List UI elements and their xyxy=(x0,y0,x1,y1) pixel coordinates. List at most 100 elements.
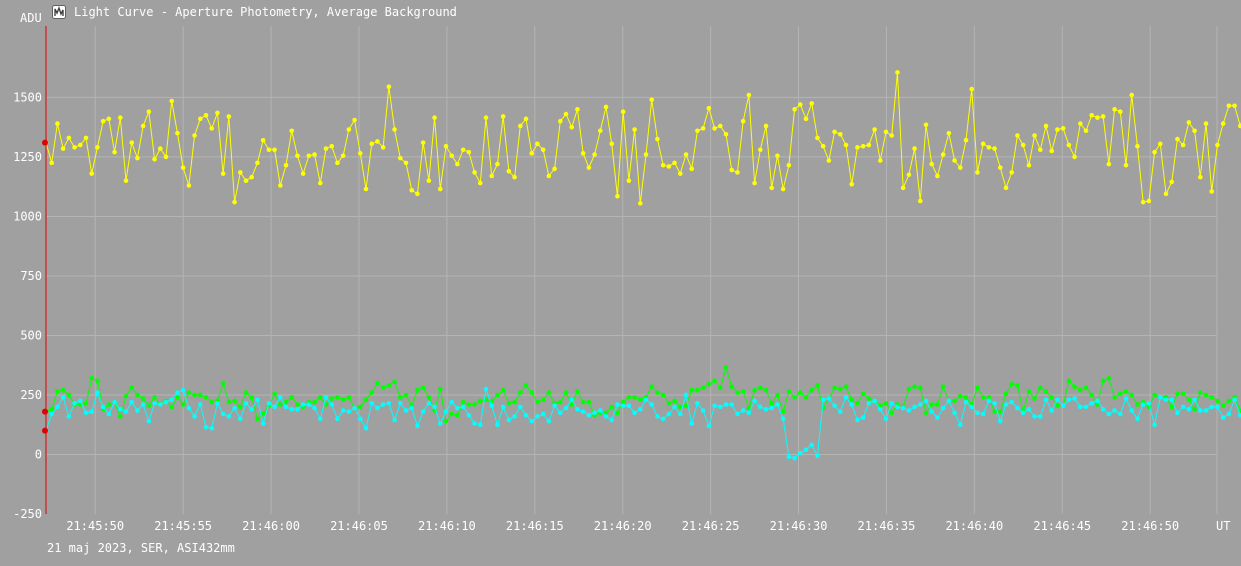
data-point xyxy=(243,401,249,406)
data-point xyxy=(655,390,660,395)
data-point xyxy=(843,395,849,400)
data-point xyxy=(660,392,666,398)
data-point xyxy=(797,451,803,456)
data-point xyxy=(1032,133,1037,138)
data-point xyxy=(929,402,935,407)
data-point xyxy=(797,102,803,107)
data-point xyxy=(1083,128,1089,134)
y-tick-label: 250 xyxy=(20,388,42,402)
data-point xyxy=(363,186,369,192)
data-point xyxy=(1226,398,1232,404)
data-point xyxy=(980,141,986,147)
data-point xyxy=(849,402,855,407)
data-point xyxy=(352,117,357,123)
data-point xyxy=(1198,174,1203,180)
data-point xyxy=(415,423,420,429)
data-point xyxy=(946,130,952,136)
data-point xyxy=(209,426,215,431)
data-point xyxy=(632,127,637,132)
data-point xyxy=(283,404,289,410)
data-point xyxy=(1083,404,1089,410)
data-point xyxy=(597,408,603,413)
data-point xyxy=(397,155,403,161)
data-point xyxy=(317,180,323,186)
data-point xyxy=(495,161,500,167)
data-point xyxy=(969,86,975,92)
data-point xyxy=(197,392,203,398)
data-point xyxy=(1020,410,1026,416)
data-point xyxy=(975,385,980,391)
data-point xyxy=(152,401,157,406)
data-point xyxy=(1186,120,1192,125)
data-point xyxy=(152,395,157,400)
data-point xyxy=(403,392,409,398)
data-point xyxy=(912,384,917,389)
data-point xyxy=(1043,389,1049,394)
data-point xyxy=(803,447,809,453)
data-point xyxy=(129,140,135,145)
data-point xyxy=(535,141,540,147)
data-point xyxy=(83,410,89,416)
data-point xyxy=(1129,92,1135,98)
data-point xyxy=(563,405,569,411)
data-point xyxy=(346,127,352,132)
data-point xyxy=(426,395,432,400)
data-point xyxy=(1198,408,1203,413)
data-point xyxy=(580,151,586,156)
data-point xyxy=(889,401,895,406)
data-point xyxy=(695,387,700,393)
data-point xyxy=(169,98,175,104)
data-point xyxy=(249,406,255,412)
data-point xyxy=(489,403,495,408)
data-point xyxy=(1083,385,1089,391)
data-point xyxy=(912,404,917,410)
data-point xyxy=(437,186,443,192)
data-point xyxy=(283,399,289,405)
data-point xyxy=(535,414,540,419)
data-point xyxy=(260,411,266,417)
data-point xyxy=(175,390,180,395)
data-point xyxy=(357,404,363,410)
data-point xyxy=(209,126,215,131)
check-star-series xyxy=(43,386,1241,461)
data-point xyxy=(72,401,77,406)
time-cursor[interactable] xyxy=(42,26,48,514)
data-point xyxy=(1169,397,1175,403)
data-point xyxy=(49,411,55,417)
data-point xyxy=(757,147,763,153)
data-point xyxy=(523,116,529,122)
data-point xyxy=(712,126,717,131)
data-point xyxy=(1003,185,1009,191)
data-point xyxy=(449,399,455,405)
data-point xyxy=(123,393,129,399)
data-point xyxy=(769,185,775,191)
data-point xyxy=(243,390,249,395)
data-point xyxy=(209,399,215,405)
data-point xyxy=(192,392,197,398)
data-point xyxy=(472,402,477,407)
y-axis-label: ADU xyxy=(20,11,42,25)
data-point xyxy=(929,161,935,167)
data-point xyxy=(740,408,746,413)
data-point xyxy=(455,161,460,167)
window-title-bar: Light Curve - Aperture Photometry, Avera… xyxy=(52,3,457,21)
data-point xyxy=(695,401,700,406)
data-point xyxy=(415,387,420,393)
data-point xyxy=(260,421,266,426)
data-point xyxy=(203,395,209,400)
data-point xyxy=(615,193,620,199)
x-tick-label: 21:46:35 xyxy=(858,519,916,533)
data-point xyxy=(815,453,820,458)
data-point xyxy=(1015,383,1020,388)
data-point xyxy=(197,116,203,122)
data-point xyxy=(837,409,843,414)
data-point xyxy=(952,410,957,416)
data-point xyxy=(929,409,935,414)
data-point xyxy=(1089,401,1095,406)
data-point xyxy=(780,409,786,414)
data-point xyxy=(460,147,466,153)
data-point xyxy=(649,402,655,407)
data-point xyxy=(77,398,83,404)
data-point xyxy=(220,380,226,386)
